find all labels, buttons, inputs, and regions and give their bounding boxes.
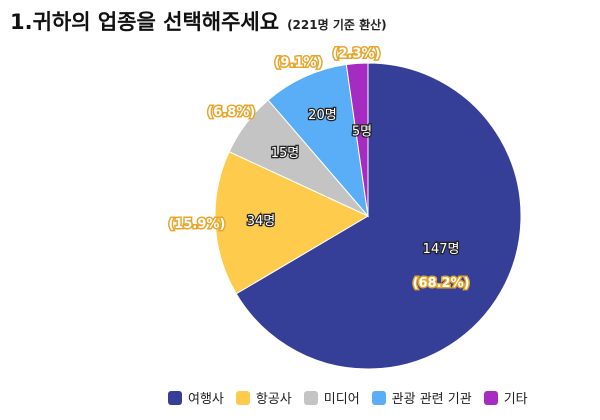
slice-percent-label-4: (2.3%) — [333, 47, 381, 62]
legend-label-2: 미디어 — [323, 392, 360, 407]
slice-percent-label-3: (9.1%) — [274, 55, 322, 70]
pie-slice-1 — [214, 151, 370, 295]
legend-item-0: 여행사 — [168, 388, 224, 407]
legend-item-2: 미디어 — [303, 388, 360, 407]
chart-subtitle: (221명 기준 환산) — [287, 18, 387, 32]
slice-value-label-3: 20명 — [308, 108, 337, 123]
legend-label-3: 관광 관련 기관 — [391, 392, 472, 407]
slice-value-label-2: 15명 — [271, 146, 300, 161]
legend-swatch-1 — [235, 390, 250, 405]
chart-legend: 여행사 항공사 미디어 관광 관련 기관 기타 — [168, 388, 540, 407]
legend-swatch-4 — [483, 390, 498, 405]
legend-label-4: 기타 — [503, 392, 528, 407]
pie-slice-4 — [345, 62, 369, 217]
slice-percent-label-1: (15.9%) — [168, 217, 225, 232]
slice-percent-label-2: (6.8%) — [207, 105, 255, 120]
pie-slice-3 — [267, 63, 369, 218]
chart-title: 1.귀하의 업종을 선택해주세요 — [10, 10, 280, 34]
slice-percent-label-0: (68.2%) — [413, 276, 470, 291]
title-row: 1.귀하의 업종을 선택해주세요 (221명 기준 환산) — [10, 6, 387, 36]
slice-value-label-0: 147명 — [423, 242, 460, 257]
slice-value-label-1: 34명 — [247, 214, 276, 229]
pie-slice-0 — [235, 62, 522, 370]
legend-item-3: 관광 관련 기관 — [371, 388, 472, 407]
slice-value-label-4: 5명 — [352, 125, 372, 140]
legend-item-1: 항공사 — [235, 388, 292, 407]
legend-label-1: 항공사 — [255, 392, 292, 407]
legend-label-0: 여행사 — [188, 392, 224, 407]
legend-swatch-3 — [371, 390, 386, 405]
legend-swatch-0 — [168, 390, 182, 405]
legend-item-4: 기타 — [483, 388, 528, 407]
legend-swatch-2 — [303, 390, 318, 405]
